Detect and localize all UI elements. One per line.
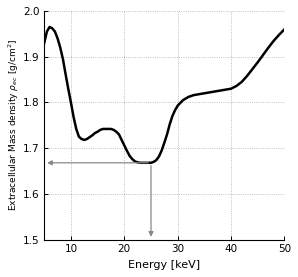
Y-axis label: Extracellular Mass density $\rho_{ec}$ [g/cm$^2$]: Extracellular Mass density $\rho_{ec}$ [… (7, 39, 21, 211)
X-axis label: Energy [keV]: Energy [keV] (128, 260, 201, 270)
